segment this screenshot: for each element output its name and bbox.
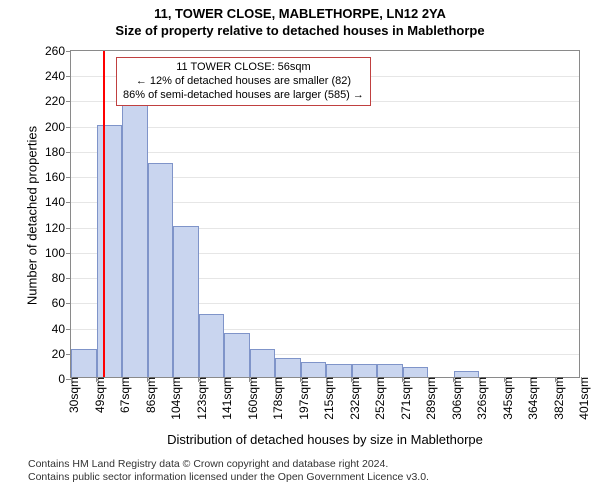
x-tick-label: 326sqm — [469, 377, 489, 420]
y-tick-mark — [66, 228, 71, 229]
x-tick-mark — [581, 377, 582, 382]
annotation-line2: ← 12% of detached houses are smaller (82… — [123, 75, 364, 89]
x-tick-label: 289sqm — [418, 377, 438, 420]
histogram-bar — [199, 314, 225, 377]
x-tick-label: 345sqm — [495, 377, 515, 420]
x-tick-mark — [147, 377, 148, 382]
histogram-bar — [352, 364, 378, 377]
x-tick-mark — [173, 377, 174, 382]
histogram-bar — [71, 349, 97, 377]
y-tick-mark — [66, 152, 71, 153]
x-tick-mark — [198, 377, 199, 382]
histogram-bar — [250, 349, 276, 377]
x-tick-mark — [530, 377, 531, 382]
annotation-box: 11 TOWER CLOSE: 56sqm← 12% of detached h… — [116, 57, 371, 106]
page-title-subtitle: Size of property relative to detached ho… — [0, 21, 600, 38]
x-tick-mark — [402, 377, 403, 382]
x-tick-label: 252sqm — [367, 377, 387, 420]
x-tick-label: 49sqm — [87, 377, 107, 413]
x-tick-label: 178sqm — [265, 377, 285, 420]
x-tick-label: 123sqm — [189, 377, 209, 420]
footer-line2: Contains public sector information licen… — [28, 471, 429, 484]
y-tick-mark — [66, 303, 71, 304]
x-tick-label: 364sqm — [520, 377, 540, 420]
x-tick-label: 382sqm — [546, 377, 566, 420]
property-marker-line — [103, 51, 105, 377]
x-tick-mark — [377, 377, 378, 382]
footer-text: Contains HM Land Registry data © Crown c… — [28, 458, 429, 484]
x-tick-mark — [122, 377, 123, 382]
histogram-bar — [173, 226, 199, 377]
x-tick-mark — [96, 377, 97, 382]
y-tick-mark — [66, 177, 71, 178]
x-tick-label: 232sqm — [342, 377, 362, 420]
histogram-bar — [97, 125, 123, 377]
x-tick-mark — [300, 377, 301, 382]
x-tick-mark — [428, 377, 429, 382]
chart-plot-area: 02040608010012014016018020022024026030sq… — [70, 50, 580, 378]
x-tick-mark — [326, 377, 327, 382]
x-tick-mark — [555, 377, 556, 382]
x-tick-label: 401sqm — [571, 377, 591, 420]
histogram-bar — [224, 333, 250, 377]
annotation-line1: 11 TOWER CLOSE: 56sqm — [123, 61, 364, 75]
histogram-bar — [301, 362, 327, 377]
y-tick-mark — [66, 51, 71, 52]
page-title-address: 11, TOWER CLOSE, MABLETHORPE, LN12 2YA — [0, 0, 600, 21]
x-tick-label: 197sqm — [291, 377, 311, 420]
annotation-line3: 86% of semi-detached houses are larger (… — [123, 89, 364, 103]
x-tick-label: 30sqm — [61, 377, 81, 413]
histogram-bar — [377, 364, 403, 377]
x-tick-mark — [71, 377, 72, 382]
x-tick-label: 67sqm — [112, 377, 132, 413]
y-axis-label: Number of detached properties — [25, 116, 40, 316]
x-tick-mark — [351, 377, 352, 382]
y-tick-mark — [66, 202, 71, 203]
x-tick-label: 104sqm — [163, 377, 183, 420]
x-tick-mark — [224, 377, 225, 382]
x-tick-label: 141sqm — [214, 377, 234, 420]
histogram-bar — [326, 364, 352, 377]
y-tick-mark — [66, 329, 71, 330]
histogram-bar — [148, 163, 174, 377]
y-tick-mark — [66, 76, 71, 77]
x-tick-label: 215sqm — [316, 377, 336, 420]
x-tick-label: 306sqm — [444, 377, 464, 420]
x-tick-label: 160sqm — [240, 377, 260, 420]
x-tick-mark — [504, 377, 505, 382]
x-tick-mark — [275, 377, 276, 382]
histogram-bar — [275, 358, 301, 377]
x-tick-mark — [453, 377, 454, 382]
histogram-bar — [454, 371, 480, 377]
y-tick-mark — [66, 278, 71, 279]
histogram-bar — [403, 367, 429, 377]
histogram-bar — [122, 99, 148, 377]
x-axis-label: Distribution of detached houses by size … — [70, 432, 580, 447]
footer-line1: Contains HM Land Registry data © Crown c… — [28, 458, 429, 471]
x-tick-label: 86sqm — [138, 377, 158, 413]
x-tick-label: 271sqm — [393, 377, 413, 420]
y-tick-mark — [66, 253, 71, 254]
x-tick-mark — [479, 377, 480, 382]
y-tick-mark — [66, 101, 71, 102]
x-tick-mark — [249, 377, 250, 382]
y-tick-mark — [66, 127, 71, 128]
